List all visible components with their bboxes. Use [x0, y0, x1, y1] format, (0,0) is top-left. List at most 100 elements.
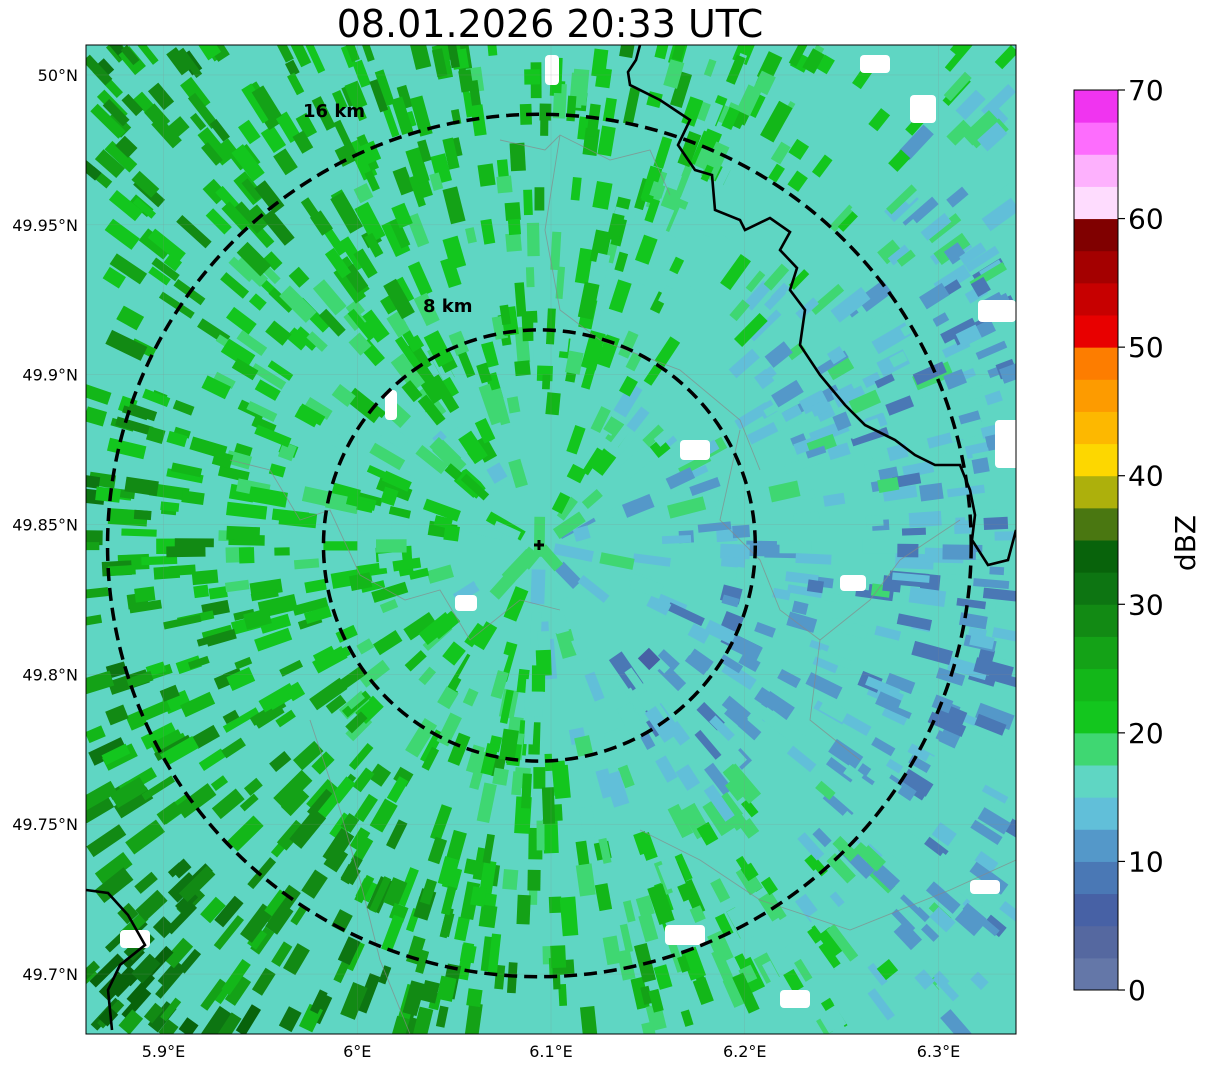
- radar-cell: [126, 670, 154, 689]
- radar-cell: [330, 191, 364, 234]
- radar-cell: [502, 869, 519, 891]
- radar-cell: [606, 503, 627, 519]
- radar-cell: [236, 241, 272, 277]
- radar-cell: [938, 852, 959, 871]
- radar-cell: [566, 463, 587, 484]
- radar-cell: [346, 692, 366, 710]
- radar-cell: [680, 1009, 694, 1027]
- radar-cell: [171, 858, 192, 879]
- radar-cell: [224, 579, 250, 593]
- radar-cell: [908, 586, 947, 607]
- radar-cell: [577, 281, 600, 320]
- radar-cell: [427, 836, 448, 865]
- radar-cell: [273, 148, 298, 176]
- radar-cell: [837, 209, 860, 232]
- radar-cell: [226, 667, 256, 691]
- radar-cell: [554, 561, 582, 589]
- radar-cell: [442, 186, 466, 225]
- radar-cell: [823, 492, 846, 507]
- radar-cell: [335, 624, 358, 643]
- radar-cell: [415, 445, 448, 475]
- radar-cell: [440, 911, 455, 938]
- radar-cell: [872, 863, 901, 891]
- radar-cell: [932, 312, 950, 327]
- radar-cell: [405, 315, 428, 337]
- radar-cell: [551, 492, 571, 515]
- colorbar: 0 10 20 30 40 50 60 70: [1073, 74, 1164, 1007]
- radar-cell: [595, 305, 615, 336]
- radar-cell: [893, 921, 923, 951]
- radar-cell: [311, 96, 336, 131]
- radar-cell: [787, 170, 808, 192]
- radar-cell: [898, 124, 934, 161]
- radar-cell: [373, 309, 397, 336]
- radar-cell: [243, 608, 272, 630]
- plot-area[interactable]: 16 km 8 km: [71, 27, 1031, 1048]
- radar-cell: [876, 958, 899, 981]
- radar-cell: [382, 105, 400, 138]
- radar-cell: [331, 89, 348, 111]
- radar-cell: [379, 598, 399, 614]
- lon-tick-label: 6.1°E: [529, 1042, 573, 1061]
- radar-cell: [265, 320, 292, 346]
- radar-cell: [900, 768, 934, 797]
- radar-cell: [896, 249, 916, 267]
- radar-cell: [128, 599, 162, 614]
- radar-cell: [584, 671, 605, 702]
- radar-cell: [140, 722, 178, 750]
- radar-cell: [178, 1017, 199, 1034]
- radar-cell: [189, 112, 207, 131]
- radar-cell: [805, 445, 827, 459]
- radar-cell: [86, 381, 112, 405]
- radar-cell: [555, 628, 579, 659]
- radar-cell: [380, 486, 399, 506]
- radar-cell: [677, 130, 702, 168]
- radar-cell: [980, 84, 1016, 119]
- radar-cell: [442, 137, 460, 170]
- radar-cell: [396, 84, 413, 110]
- radar-cell: [275, 709, 296, 728]
- radar-cell: [205, 208, 232, 235]
- radar-cell: [151, 257, 180, 282]
- radar-cell: [271, 941, 293, 967]
- radar-cell: [442, 235, 467, 270]
- radar-cell: [348, 572, 373, 591]
- radar-cell: [736, 84, 762, 117]
- radar-cell: [772, 587, 791, 601]
- radar-cell: [541, 787, 556, 824]
- radar-cell: [356, 638, 375, 655]
- radar-cell: [152, 916, 175, 939]
- radar-cell: [885, 672, 916, 695]
- radar-cell: [962, 110, 999, 146]
- radar-cell: [935, 667, 966, 687]
- radar-cell: [794, 958, 813, 982]
- radar-cell: [788, 45, 809, 67]
- radar-cell: [941, 883, 967, 908]
- radar-cell: [418, 666, 437, 686]
- radar-cell: [526, 222, 540, 257]
- radar-cell: [760, 876, 779, 896]
- radar-cell: [501, 549, 537, 585]
- radar-cell: [891, 908, 916, 934]
- radar-cell: [667, 496, 707, 519]
- radar-cell: [592, 180, 613, 210]
- radar-cell: [632, 553, 671, 567]
- radar-cell: [353, 183, 374, 204]
- radar-cell: [392, 166, 415, 196]
- radar-cell: [131, 170, 160, 198]
- radar-cell: [435, 1005, 449, 1028]
- radar-cell: [940, 317, 978, 344]
- radar-cell: [174, 538, 214, 548]
- lat-tick-label: 49.8°N: [22, 665, 78, 684]
- radar-cell: [86, 153, 102, 181]
- radar-cell: [359, 45, 375, 62]
- radar-cell: [156, 801, 183, 826]
- radar-cell: [247, 927, 268, 950]
- radar-cell: [447, 732, 471, 766]
- radar-cell: [545, 308, 556, 345]
- radar-cell: [768, 163, 785, 183]
- radar-cell: [88, 737, 128, 766]
- radar-cell: [644, 393, 667, 418]
- radar-cell: [877, 239, 903, 265]
- radar-cell: [550, 945, 567, 969]
